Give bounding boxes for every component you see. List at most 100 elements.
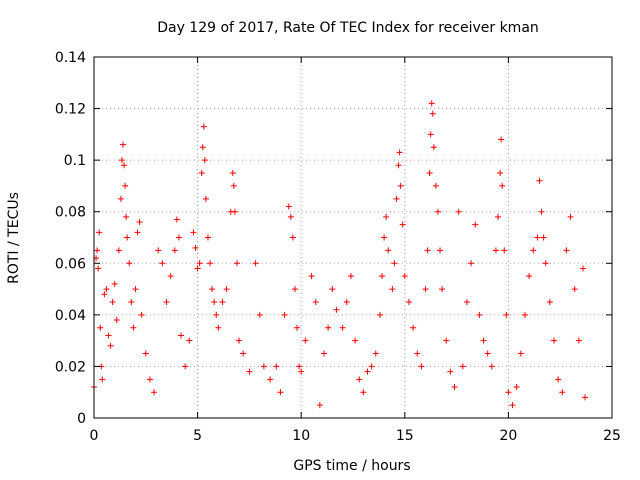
data-point — [267, 376, 274, 383]
data-point — [347, 273, 354, 280]
data-point — [343, 298, 350, 305]
plot-frame — [93, 56, 613, 419]
data-point — [429, 110, 436, 117]
y-tick-label: 0.12 — [55, 102, 86, 118]
data-point — [289, 234, 296, 241]
x-tick-label: 10 — [292, 428, 310, 444]
data-point — [447, 368, 454, 375]
data-point — [196, 260, 203, 267]
data-point — [175, 234, 182, 241]
data-point — [236, 337, 243, 344]
data-point — [517, 350, 524, 357]
data-point — [455, 208, 462, 215]
data-point — [389, 286, 396, 293]
data-point — [204, 234, 211, 241]
data-point — [308, 273, 315, 280]
data-point — [202, 195, 209, 202]
y-tick-label: 0.06 — [55, 256, 86, 272]
data-point — [497, 170, 504, 177]
data-point — [397, 182, 404, 189]
data-point — [124, 234, 131, 241]
data-point — [424, 247, 431, 254]
y-tick-label: 0.1 — [64, 153, 86, 169]
data-point — [505, 389, 512, 396]
data-point — [230, 182, 237, 189]
data-point — [132, 286, 139, 293]
data-point — [146, 376, 153, 383]
data-point — [277, 389, 284, 396]
data-point — [186, 337, 193, 344]
data-point — [171, 247, 178, 254]
data-point — [233, 260, 240, 267]
data-point — [312, 298, 319, 305]
data-point — [138, 311, 145, 318]
x-tick-label: 25 — [603, 428, 621, 444]
data-point — [107, 342, 114, 349]
data-point — [410, 324, 417, 331]
data-point — [414, 350, 421, 357]
data-point — [521, 311, 528, 318]
data-point — [200, 123, 207, 130]
data-point — [109, 298, 116, 305]
data-point — [201, 157, 208, 164]
data-point — [229, 170, 236, 177]
data-point — [381, 234, 388, 241]
data-point — [316, 402, 323, 409]
data-point — [105, 332, 112, 339]
data-point — [118, 157, 125, 164]
data-point — [395, 162, 402, 169]
data-point — [372, 350, 379, 357]
data-point — [571, 286, 578, 293]
data-point — [215, 324, 222, 331]
data-point — [291, 286, 298, 293]
y-axis-title: ROTI / TECUs — [6, 192, 22, 284]
data-point — [434, 208, 441, 215]
data-point — [329, 286, 336, 293]
data-point — [213, 311, 220, 318]
data-point — [122, 182, 129, 189]
data-point — [542, 260, 549, 267]
data-point — [136, 219, 143, 226]
x-tick-label: 15 — [396, 428, 414, 444]
data-point — [273, 363, 280, 370]
data-point — [252, 260, 259, 267]
data-point — [405, 298, 412, 305]
data-point — [575, 337, 582, 344]
data-point — [231, 208, 238, 215]
data-point — [459, 363, 466, 370]
data-point — [294, 324, 301, 331]
data-point — [484, 350, 491, 357]
data-point — [418, 363, 425, 370]
data-point — [356, 376, 363, 383]
data-point — [509, 402, 516, 409]
data-point — [495, 213, 502, 220]
data-point — [120, 141, 127, 148]
data-point — [325, 324, 332, 331]
data-point — [101, 291, 108, 298]
data-point — [383, 213, 390, 220]
data-point — [451, 384, 458, 391]
data-point — [320, 350, 327, 357]
data-point — [492, 247, 499, 254]
data-point — [95, 265, 102, 272]
data-point — [130, 324, 137, 331]
x-axis-title: GPS time / hours — [293, 458, 410, 474]
data-point — [223, 286, 230, 293]
data-point — [287, 213, 294, 220]
data-point — [391, 260, 398, 267]
data-point — [142, 350, 149, 357]
data-point — [163, 298, 170, 305]
data-point — [117, 195, 124, 202]
data-point — [437, 247, 444, 254]
data-point — [379, 273, 386, 280]
data-point — [443, 337, 450, 344]
data-point — [468, 260, 475, 267]
data-point — [439, 286, 446, 293]
y-tick-label: 0.04 — [55, 308, 86, 324]
data-point — [352, 337, 359, 344]
data-point — [103, 286, 110, 293]
data-point — [97, 324, 104, 331]
data-point — [513, 384, 520, 391]
data-point — [463, 298, 470, 305]
data-point — [339, 324, 346, 331]
